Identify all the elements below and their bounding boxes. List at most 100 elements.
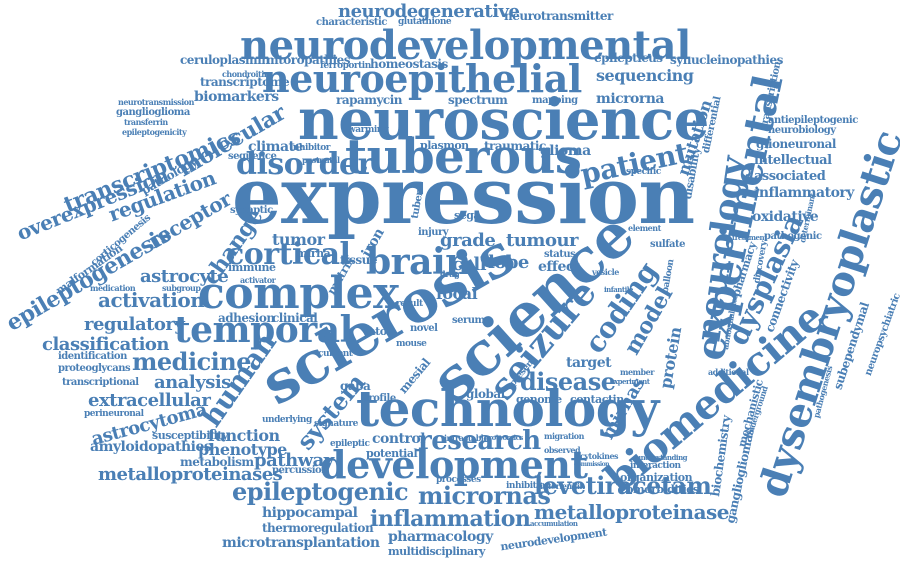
word-micrornas: micrornas: [418, 481, 551, 510]
word-observed: observed: [544, 445, 581, 455]
word-experiment: experiment: [610, 377, 650, 386]
word-traumatic: traumatic: [484, 139, 546, 153]
word-pharmacology: pharmacology: [388, 529, 493, 545]
word-rapamycin: rapamycin: [336, 93, 403, 107]
word-genome: genome: [516, 393, 562, 406]
word-subgroup: subgroup: [162, 283, 201, 293]
word-sega: sega: [454, 209, 481, 222]
word-microtransplantation: microtransplantation: [222, 535, 380, 551]
word-astrocyte: astrocyte: [140, 266, 229, 287]
word-epilepticus: epilepticus: [594, 51, 663, 65]
word-glioma: glioma: [540, 143, 591, 159]
word-glutathione: glutathione: [398, 17, 452, 27]
word-mtoropathies: mtoropathies: [266, 53, 350, 67]
word-spectrum: spectrum: [448, 93, 508, 107]
word-treatment: treatment: [732, 233, 767, 242]
word-inhibitor: inhibitor: [290, 143, 331, 153]
word-disorder: disorder: [236, 147, 373, 182]
word-neurobiology: neurobiology: [768, 125, 836, 136]
word-intractable: intractable: [444, 433, 488, 443]
word-neurodegenerative: neurodegenerative: [338, 1, 520, 22]
word-infantile: infantile: [604, 285, 633, 294]
word-sequencing: sequencing: [596, 66, 694, 85]
word-organization: organization: [620, 471, 693, 484]
word-antiepileptogenic: antiepileptogenic: [768, 115, 858, 126]
word-ferroportin: ferroportin: [320, 61, 371, 71]
word-epileptogenicity: epileptogenicity: [122, 127, 187, 137]
word-homeostasis: homeostasis: [370, 57, 448, 71]
word-epileptic: epileptic: [330, 439, 370, 449]
word-effect: effect: [538, 259, 580, 275]
word-underlying: underlying: [262, 415, 312, 425]
word-proteoglycans: proteoglycans: [58, 363, 131, 374]
word-mouse: mouse: [396, 339, 427, 349]
word-brain: brain: [366, 241, 471, 283]
word-drug: drug: [440, 269, 460, 279]
word-metalloproteinases: metalloproteinases: [98, 464, 283, 485]
word-profile: profile: [362, 393, 396, 404]
word-gaba: gaba: [340, 379, 371, 393]
word-ganglioglioma: ganglioglioma: [116, 107, 190, 118]
word-global: global: [466, 387, 505, 401]
word-postnatal: postnatal: [302, 155, 340, 165]
word-pathogenic: pathogenic: [764, 231, 822, 242]
word-synaptic: synaptic: [230, 205, 273, 216]
word-climate: climate: [248, 139, 303, 155]
word-additional: additional: [708, 367, 749, 377]
word-interleukin: interleukin: [540, 481, 585, 491]
word-status: status: [544, 249, 576, 260]
word-hippocampal: hippocampal: [262, 505, 358, 521]
word-inflammation: inflammation: [370, 506, 531, 532]
word-percussion: percussion: [272, 465, 328, 476]
word-function: function: [208, 426, 280, 445]
word-medicine: medicine: [132, 347, 252, 376]
word-extracellular: extracellular: [88, 390, 211, 411]
word-contactin: contactin: [570, 393, 624, 406]
word-tumor: tumor: [272, 230, 325, 249]
word-complex: complex: [198, 268, 399, 319]
word-proteomics: proteomics: [484, 433, 523, 442]
word-signature: signature: [314, 419, 358, 429]
word-disease: disease: [520, 367, 616, 396]
word-commission: commission: [574, 461, 610, 468]
word-cytokines: cytokines: [580, 451, 619, 461]
word-accumulation: accumulation: [530, 519, 578, 528]
word-metalloproteinase: metalloproteinase: [534, 500, 730, 524]
word-neurotransmission: neurotransmission: [118, 97, 194, 107]
word-transcriptional: transcriptional: [62, 377, 139, 388]
word-phenotype: phenotype: [198, 440, 287, 459]
word-sequence: sequence: [228, 151, 277, 162]
word-mtor: mtor: [364, 325, 392, 338]
word-biomarkers: biomarkers: [194, 89, 279, 105]
word-transferrin: transferrin: [124, 117, 168, 127]
word-inhibition: inhibition: [506, 481, 551, 491]
word-amyloidopathies: amyloidopathies: [90, 439, 212, 455]
word-thermoregulation: thermoregulation: [262, 521, 374, 535]
word-associated: associated: [754, 169, 826, 184]
word-ceruloplasmin: ceruloplasmin: [180, 53, 270, 67]
word-tumour: tumour: [506, 230, 579, 251]
word-perineuronal: perineuronal: [84, 409, 144, 419]
word-novel: novel: [410, 323, 438, 334]
word-intellectual: intellectual: [754, 153, 832, 168]
word-pathway: pathway: [254, 450, 334, 471]
word-classification: classification: [42, 334, 170, 355]
word-medication: medication: [90, 283, 136, 293]
word-multidisciplinary: multidisciplinary: [388, 545, 485, 558]
word-interaction: interaction: [630, 461, 681, 471]
word-specific: specific: [626, 167, 661, 177]
word-activation: activation: [98, 288, 205, 312]
word-understanding: understanding: [636, 453, 688, 462]
word-plasmon: plasmon: [420, 139, 469, 152]
word-clinical: clinical: [272, 311, 318, 325]
word-focal: focal: [436, 284, 478, 303]
word-mirna: mirna: [296, 247, 331, 260]
word-technology: technology: [356, 379, 659, 438]
word-processes: processes: [436, 475, 481, 485]
word-balloon: balloon: [660, 258, 677, 295]
word-current: current: [318, 349, 353, 359]
word-regulatory: regulatory: [84, 314, 185, 335]
word-cortical: cortical: [226, 237, 351, 272]
word-activator: activator: [240, 275, 276, 285]
